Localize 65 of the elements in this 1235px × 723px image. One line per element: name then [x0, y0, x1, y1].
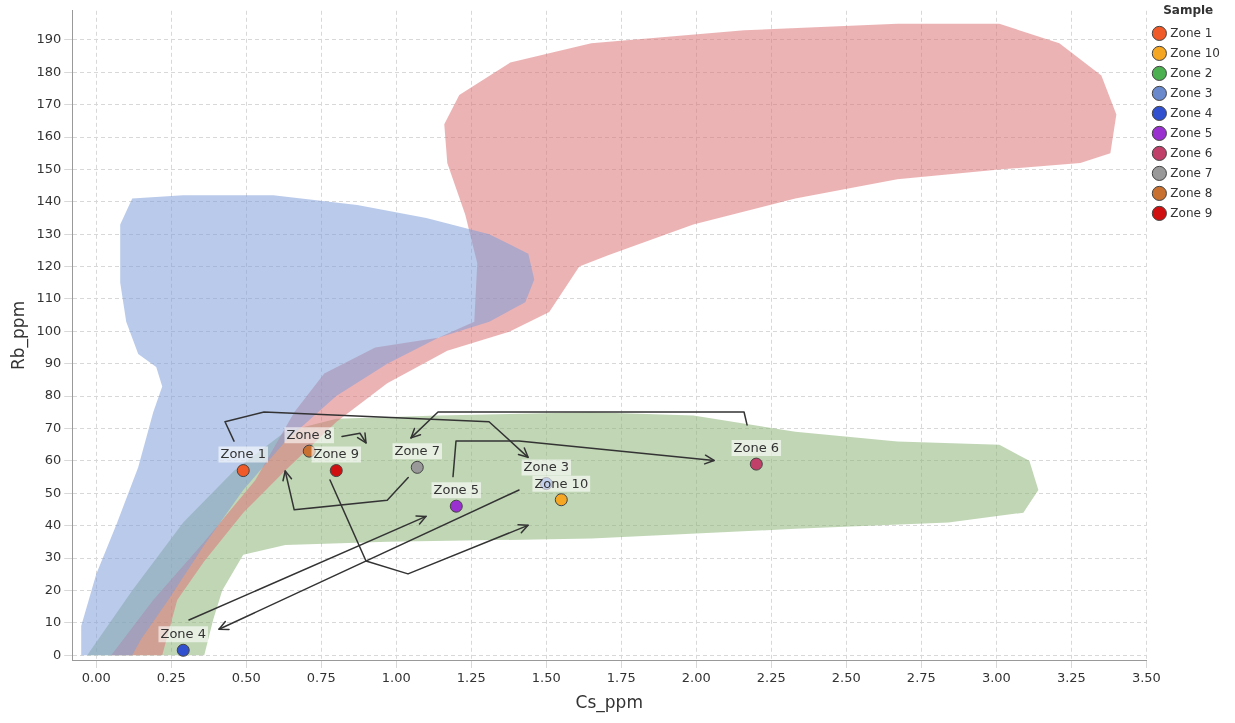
text: Zone 5: [433, 482, 480, 498]
x-axis-title: Cs_ppm: [575, 692, 643, 714]
legend-title: Sample: [1163, 3, 1214, 18]
x-tick-label: 2.25: [756, 670, 786, 686]
legend-label: Zone 9: [1170, 205, 1213, 220]
text: Zone 7: [394, 443, 441, 459]
legend-label: Zone 2: [1170, 65, 1213, 80]
y-tick-label: 190: [36, 31, 62, 47]
y-tick-label: 170: [36, 96, 62, 112]
y-axis-title: Rb_ppm: [7, 300, 29, 371]
y-tick-label: 150: [36, 160, 62, 176]
y-tick-label: 180: [36, 63, 62, 79]
text: Zone 4: [160, 626, 206, 642]
legend-label: Zone 6: [1170, 145, 1213, 160]
point: [554, 493, 568, 507]
legend-label: Zone 8: [1170, 185, 1213, 200]
y-tick-label: 10: [44, 614, 62, 630]
y-tick-label: 120: [36, 257, 62, 273]
y-tick-label: 160: [36, 128, 62, 144]
y-tick-label: 70: [44, 419, 62, 435]
x-tick-label: 0.50: [231, 670, 261, 686]
point: [176, 643, 190, 657]
x-tick-label: 0.25: [156, 670, 186, 686]
x-tick-label: 3.00: [981, 670, 1011, 686]
x-tick-label: 2.00: [681, 670, 711, 686]
x-tick-label: 1.75: [606, 670, 636, 686]
x-tick-label: 3.25: [1056, 670, 1086, 686]
y-tick-label: 140: [36, 193, 62, 209]
text: Zone 8: [286, 427, 332, 443]
legend-label: Zone 10: [1170, 45, 1221, 60]
text: Zone 10: [534, 475, 589, 491]
point: [302, 444, 316, 458]
y-tick-label: 40: [44, 517, 62, 532]
x-tick-label: 2.75: [906, 670, 936, 686]
legend-label: Zone 1: [1170, 25, 1213, 40]
text: Zone 9: [313, 446, 359, 462]
y-tick-label: 90: [44, 355, 62, 371]
text: Zone 1: [220, 446, 266, 462]
y-tick-label: 30: [44, 549, 62, 565]
point: [449, 499, 463, 513]
y-tick-label: 110: [36, 290, 62, 306]
point: [749, 457, 763, 471]
x-tick-label: 2.50: [831, 670, 861, 686]
x-tick-label: 0.00: [81, 670, 111, 686]
point: [410, 460, 424, 474]
y-tick-label: 0: [52, 646, 62, 662]
legend-label: Zone 7: [1170, 165, 1213, 180]
point: [236, 464, 250, 478]
x-tick-label: 3.50: [1131, 670, 1161, 686]
y-tick-label: 130: [36, 225, 62, 241]
y-tick-label: 50: [44, 484, 62, 500]
point: [329, 464, 343, 478]
legend-label: Zone 5: [1170, 125, 1213, 140]
legend-label: Zone 3: [1170, 85, 1213, 100]
x-tick-label: 1.25: [456, 670, 486, 686]
x-tick-label: 1.00: [381, 670, 411, 686]
y-tick-label: 100: [36, 322, 62, 338]
y-tick-label: 20: [44, 581, 62, 597]
y-tick-label: 80: [44, 387, 62, 403]
y-tick-label: 60: [44, 452, 62, 468]
legend-label: Zone 4: [1170, 105, 1213, 120]
x-tick-label: 1.50: [531, 670, 561, 686]
text: Zone 6: [733, 439, 780, 455]
x-tick-label: 0.75: [306, 670, 336, 686]
text: Zone 3: [523, 459, 570, 475]
